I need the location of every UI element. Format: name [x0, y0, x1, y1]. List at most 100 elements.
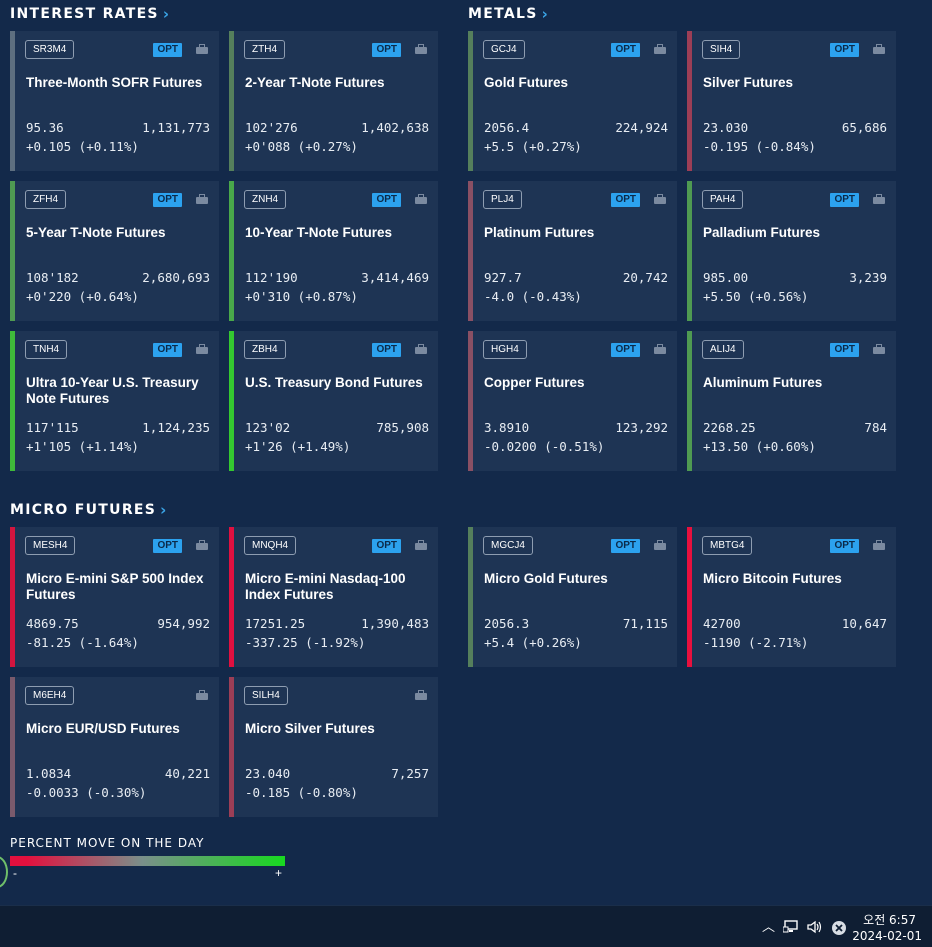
clock-time[interactable]: 오전 6:57: [863, 913, 916, 927]
briefcase-icon[interactable]: [654, 540, 666, 550]
price-change: +0'220 (+0.64%): [26, 289, 139, 304]
briefcase-icon[interactable]: [196, 44, 208, 54]
futures-card-mnqh4[interactable]: MNQH4 OPT Micro E-mini Nasdaq-100 Index …: [229, 527, 438, 667]
futures-card-znh4[interactable]: ZNH4 OPT 10-Year T-Note Futures 112'190 …: [229, 181, 438, 321]
opt-badge[interactable]: OPT: [611, 343, 640, 357]
opt-badge[interactable]: OPT: [611, 43, 640, 57]
briefcase-icon[interactable]: [196, 194, 208, 204]
last-price: 927.7: [484, 270, 522, 285]
price-change: -4.0 (-0.43%): [484, 289, 582, 304]
futures-card-mgcj4[interactable]: MGCJ4 OPT Micro Gold Futures 2056.3 71,1…: [468, 527, 677, 667]
section-title-interest-rates[interactable]: INTEREST RATES ›: [10, 5, 170, 23]
taskbar: ︿ 오전 6:57 2024-02-01: [0, 905, 932, 947]
contract-code-badge: MESH4: [25, 536, 76, 555]
briefcase-icon[interactable]: [873, 540, 885, 550]
opt-badge[interactable]: OPT: [830, 539, 859, 553]
futures-card-plj4[interactable]: PLJ4 OPT Platinum Futures 927.7 20,742 -…: [468, 181, 677, 321]
contract-code-badge: PLJ4: [483, 190, 522, 209]
opt-badge[interactable]: OPT: [153, 539, 182, 553]
section-title-label: MICRO FUTURES: [10, 502, 157, 518]
briefcase-icon[interactable]: [415, 44, 427, 54]
contract-name: Micro EUR/USD Futures: [26, 721, 180, 736]
chevron-right-icon: ›: [541, 5, 550, 23]
contract-code-badge: PAH4: [702, 190, 744, 209]
contract-name: 5-Year T-Note Futures: [26, 225, 166, 240]
chevron-up-icon[interactable]: ︿: [762, 919, 776, 934]
futures-card-mbtg4[interactable]: MBTG4 OPT Micro Bitcoin Futures 42700 10…: [687, 527, 896, 667]
futures-card-silh4[interactable]: SILH4 Micro Silver Futures 23.040 7,257 …: [229, 677, 438, 817]
briefcase-icon[interactable]: [196, 344, 208, 354]
futures-card-zfh4[interactable]: ZFH4 OPT 5-Year T-Note Futures 108'182 2…: [10, 181, 219, 321]
last-price: 1.0834: [26, 766, 72, 781]
contract-name: Three-Month SOFR Futures: [26, 75, 203, 90]
price-change: -0.185 (-0.80%): [245, 785, 358, 800]
contract-name: Silver Futures: [703, 75, 794, 90]
opt-badge[interactable]: OPT: [372, 343, 401, 357]
briefcase-icon[interactable]: [873, 194, 885, 204]
contract-name: Copper Futures: [484, 375, 585, 390]
opt-badge[interactable]: OPT: [830, 343, 859, 357]
close-circle-icon[interactable]: [831, 920, 847, 938]
futures-card-m6eh4[interactable]: M6EH4 Micro EUR/USD Futures 1.0834 40,22…: [10, 677, 219, 817]
last-price: 2056.3: [484, 616, 530, 631]
contract-name: Aluminum Futures: [703, 375, 823, 390]
briefcase-icon[interactable]: [873, 44, 885, 54]
volume: 785,908: [376, 420, 429, 435]
volume: 2,680,693: [142, 270, 210, 285]
opt-badge[interactable]: OPT: [153, 193, 182, 207]
section-title-metals[interactable]: METALS ›: [468, 5, 549, 23]
futures-card-hgh4[interactable]: HGH4 OPT Copper Futures 3.8910 123,292 -…: [468, 331, 677, 471]
contract-code-badge: MBTG4: [702, 536, 753, 555]
opt-badge[interactable]: OPT: [153, 343, 182, 357]
futures-card-sr3m4[interactable]: SR3M4 OPT Three-Month SOFR Futures 95.36…: [10, 31, 219, 171]
futures-card-zth4[interactable]: ZTH4 OPT 2-Year T-Note Futures 102'276 1…: [229, 31, 438, 171]
clock-date[interactable]: 2024-02-01: [852, 929, 922, 943]
opt-badge[interactable]: OPT: [372, 193, 401, 207]
price-change: +0.105 (+0.11%): [26, 139, 139, 154]
legend-plus-label: +: [275, 866, 283, 880]
briefcase-icon[interactable]: [196, 540, 208, 550]
last-price: 23.040: [245, 766, 291, 781]
contract-name: Platinum Futures: [484, 225, 595, 240]
briefcase-icon[interactable]: [415, 690, 427, 700]
briefcase-icon[interactable]: [654, 344, 666, 354]
opt-badge[interactable]: OPT: [611, 193, 640, 207]
opt-badge[interactable]: OPT: [372, 539, 401, 553]
network-icon[interactable]: [782, 920, 799, 936]
volume: 784: [864, 420, 887, 435]
contract-name: Palladium Futures: [703, 225, 821, 240]
volume: 1,402,638: [361, 120, 429, 135]
contract-name: 10-Year T-Note Futures: [245, 225, 393, 240]
briefcase-icon[interactable]: [873, 344, 885, 354]
briefcase-icon[interactable]: [415, 344, 427, 354]
opt-badge[interactable]: OPT: [830, 193, 859, 207]
briefcase-icon[interactable]: [654, 44, 666, 54]
opt-badge[interactable]: OPT: [372, 43, 401, 57]
briefcase-icon[interactable]: [415, 540, 427, 550]
price-change: +1'26 (+1.49%): [245, 439, 351, 454]
section-title-label: INTEREST RATES: [10, 6, 159, 22]
section-title-micro-futures[interactable]: MICRO FUTURES ›: [10, 501, 168, 519]
futures-card-sih4[interactable]: SIH4 OPT Silver Futures 23.030 65,686 -0…: [687, 31, 896, 171]
contract-name: Micro Silver Futures: [245, 721, 375, 736]
futures-card-pah4[interactable]: PAH4 OPT Palladium Futures 985.00 3,239 …: [687, 181, 896, 321]
futures-card-mesh4[interactable]: MESH4 OPT Micro E-mini S&P 500 Index Fut…: [10, 527, 219, 667]
opt-badge[interactable]: OPT: [830, 43, 859, 57]
contract-code-badge: ZBH4: [244, 340, 286, 359]
opt-badge[interactable]: OPT: [611, 539, 640, 553]
contract-code-badge: HGH4: [483, 340, 527, 359]
futures-card-alij4[interactable]: ALIJ4 OPT Aluminum Futures 2268.25 784 +…: [687, 331, 896, 471]
last-price: 2056.4: [484, 120, 530, 135]
futures-card-zbh4[interactable]: ZBH4 OPT U.S. Treasury Bond Futures 123'…: [229, 331, 438, 471]
briefcase-icon[interactable]: [196, 690, 208, 700]
last-price: 123'02: [245, 420, 291, 435]
contract-code-badge: ALIJ4: [702, 340, 744, 359]
last-price: 2268.25: [703, 420, 756, 435]
opt-badge[interactable]: OPT: [153, 43, 182, 57]
futures-card-gcj4[interactable]: GCJ4 OPT Gold Futures 2056.4 224,924 +5.…: [468, 31, 677, 171]
volume: 1,390,483: [361, 616, 429, 631]
volume-icon[interactable]: [807, 920, 823, 936]
briefcase-icon[interactable]: [415, 194, 427, 204]
futures-card-tnh4[interactable]: TNH4 OPT Ultra 10-Year U.S. Treasury Not…: [10, 331, 219, 471]
briefcase-icon[interactable]: [654, 194, 666, 204]
